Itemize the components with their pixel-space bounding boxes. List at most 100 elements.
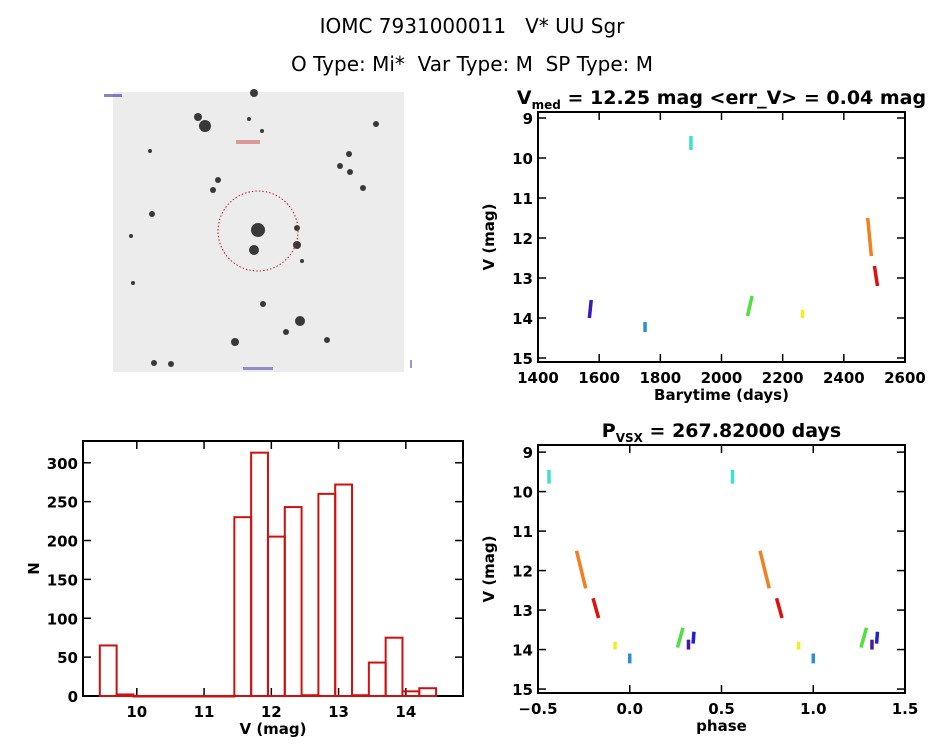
star [294,225,300,231]
y-tick-label: 13 [512,602,533,620]
image-survey-label [104,94,122,97]
y-tick-label: 11 [512,523,533,541]
target-circle [217,190,299,272]
x-tick-label: 14 [395,703,416,721]
star [199,120,211,132]
star [149,211,155,217]
x-tick-label: 1800 [639,369,681,387]
x-tick-label: 0.5 [708,700,735,718]
star [194,113,202,121]
star [300,259,304,263]
figure-subtitle: O Type: Mi* Var Type: M SP Type: M [290,52,654,76]
y-tick-label: 150 [47,571,78,589]
star [210,187,216,193]
data-points [691,631,696,644]
y-tick-label: 14 [512,310,533,328]
y-tick-label: 250 [47,494,78,512]
histogram-bar [250,451,269,697]
x-tick-label: 12 [261,703,282,721]
target-label [236,140,260,144]
data-points [574,550,588,589]
histogram-bar [317,492,337,697]
star [346,151,352,157]
x-axis-label: V (mag) [239,720,306,738]
x-tick-label: 2200 [762,369,804,387]
x-tick-label: 2400 [823,369,865,387]
y-tick-label: 50 [57,649,78,667]
histogram-bar [182,695,202,698]
data-points [872,265,880,287]
data-points [745,295,754,317]
plot-frame-2 [82,440,464,697]
x-tick-label: 13 [328,703,349,721]
star [283,329,289,335]
y-tick-label: 13 [512,270,533,288]
data-points [874,631,880,644]
histogram-bar [233,516,253,697]
plot-frame-1 [537,444,906,694]
x-tick-label: 1400 [517,369,559,387]
histogram-bar [98,644,118,698]
plot-frame-0 [537,111,906,363]
histogram-bar [166,695,185,698]
x-tick-label: 1.5 [892,700,919,718]
star [293,241,301,249]
star [295,316,305,326]
y-tick-label: 14 [512,642,533,660]
y-tick-label: 10 [512,150,533,168]
star [324,337,330,343]
y-axis-label: V (mag) [480,203,498,270]
star [260,129,264,133]
x-axis-label: phase [696,717,747,735]
data-points [774,597,784,619]
x-tick-label: 10 [126,703,147,721]
plot-title: PVSX = 267.82000 days [602,420,841,445]
star [250,89,258,97]
histogram-bar [334,483,354,697]
histogram-bar [216,695,236,698]
figure-title: IOMC 7931000011 V* UU Sgr [319,14,625,38]
y-tick-label: 10 [512,484,533,502]
histogram-bar [418,687,438,697]
histogram-bar [266,535,286,697]
x-tick-label: −0.5 [518,700,557,718]
histogram-bar [149,695,169,698]
x-tick-label: 11 [194,703,215,721]
y-tick-label: 15 [512,681,533,699]
histogram-bar [283,506,303,697]
y-tick-label: 11 [512,190,533,208]
histogram-bar [199,695,219,698]
histogram-bar [132,695,152,698]
y-tick-label: 9 [523,444,533,462]
star [347,169,353,175]
star [168,361,174,367]
y-tick-label: 200 [47,533,78,551]
star [337,163,343,169]
plot-title: Vmed = 12.25 mag <err_V> = 0.04 mag [517,87,926,112]
star [231,338,239,346]
y-tick-label: 12 [512,563,533,581]
y-axis-label: N [25,562,43,575]
x-tick-label: 2000 [701,369,743,387]
star [360,185,366,191]
y-tick-label: 9 [523,110,533,128]
data-points [675,627,685,649]
data-points [591,597,601,619]
y-tick-label: 0 [68,688,78,706]
star [249,245,259,255]
data-points [587,299,593,319]
data-points [758,550,771,589]
histogram-bar [115,693,135,698]
x-tick-label: 1.0 [800,700,827,718]
histogram-bar [351,694,370,697]
star [148,149,152,153]
star [373,121,379,127]
histogram-bar [367,661,387,698]
star [215,177,221,183]
y-tick-label: 300 [47,455,78,473]
data-points [865,217,874,257]
x-tick-label: 1600 [578,369,620,387]
star [251,223,265,237]
